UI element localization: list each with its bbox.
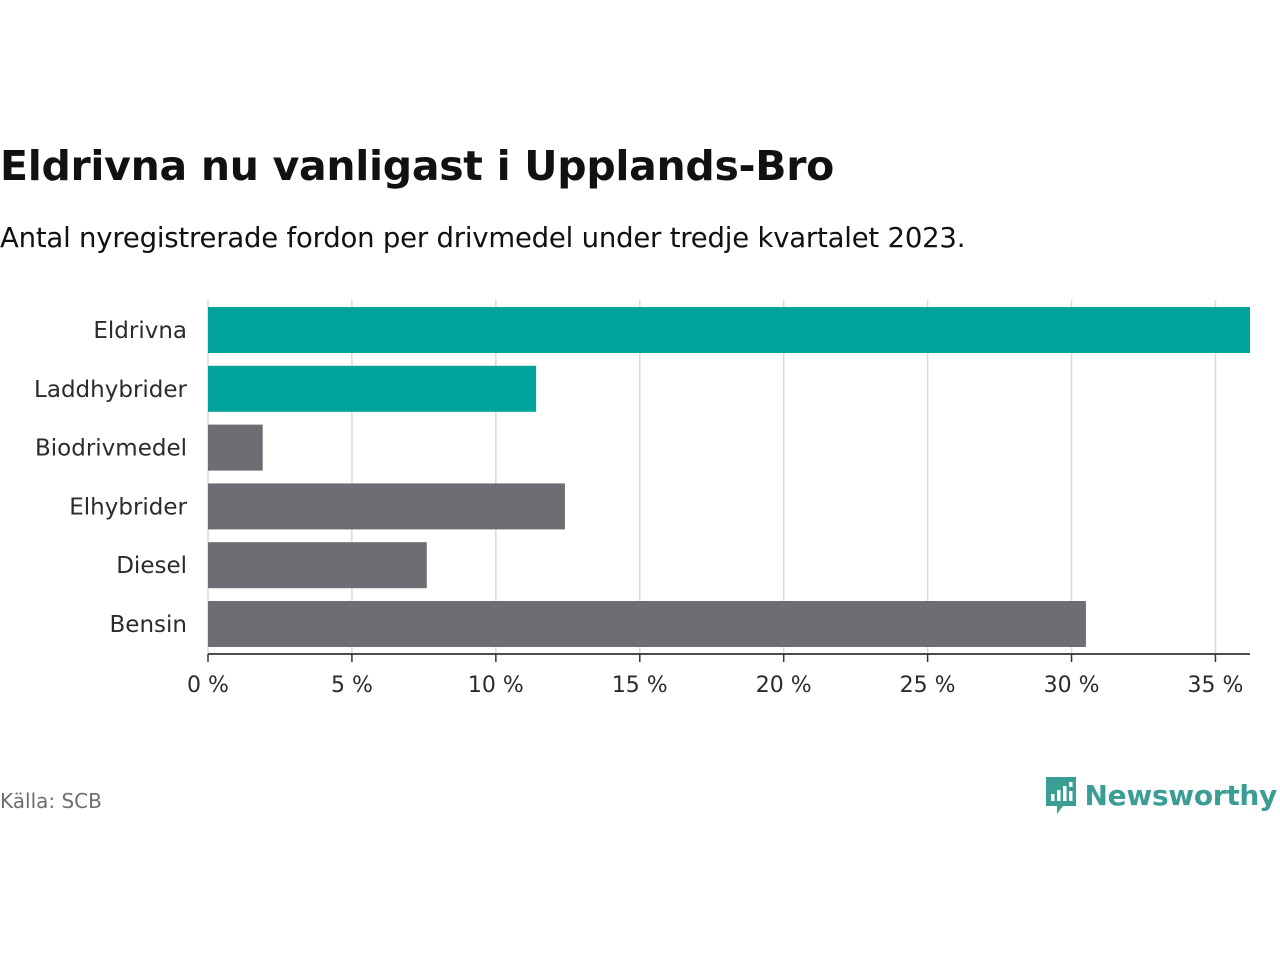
bar-diesel (208, 542, 427, 589)
bar-bensin (208, 601, 1086, 647)
bar-chart: Eldrivna Laddhybrider Biodrivmedel Elhybrid… (34, 300, 1250, 698)
category-label: Elhybrider (69, 494, 187, 520)
x-tick-label: 5 % (331, 673, 373, 698)
category-label: Biodrivmedel (35, 436, 187, 462)
bar-eldrivna (208, 307, 1250, 353)
x-tick-label: 10 % (468, 673, 524, 698)
bar-laddhybrider (208, 365, 537, 412)
category-label: Laddhybrider (34, 377, 187, 403)
chart-subtitle: Antal nyregistrerade fordon per drivmede… (0, 222, 966, 254)
bars (208, 307, 1250, 647)
category-labels: Eldrivna Laddhybrider Biodrivmedel Elhybrid… (34, 318, 187, 638)
gridlines (207, 300, 1217, 654)
x-tick-label: 30 % (1044, 673, 1100, 698)
category-label: Eldrivna (93, 318, 187, 344)
bar-elhybrider (208, 483, 565, 530)
x-tick-label: 35 % (1188, 673, 1244, 698)
newsworthy-logo: Newsworthy (1043, 774, 1277, 816)
chart-title: Eldrivna nu vanligast i Upplands-Bro (0, 142, 835, 190)
category-label: Bensin (110, 612, 187, 638)
x-tick-label: 25 % (900, 673, 956, 698)
x-tick-label: 0 % (187, 673, 229, 698)
x-axis: 0 % 5 % 10 % 15 % 20 % 25 % 30 % 35 % (187, 653, 1250, 698)
bar-biodrivmedel (208, 424, 263, 471)
x-tick-label: 15 % (612, 673, 668, 698)
x-tick-label: 20 % (756, 673, 812, 698)
source-note: Källa: SCB (0, 789, 102, 813)
category-label: Diesel (116, 553, 187, 579)
newsworthy-icon (1045, 777, 1076, 814)
brand-name: Newsworthy (1084, 778, 1278, 812)
